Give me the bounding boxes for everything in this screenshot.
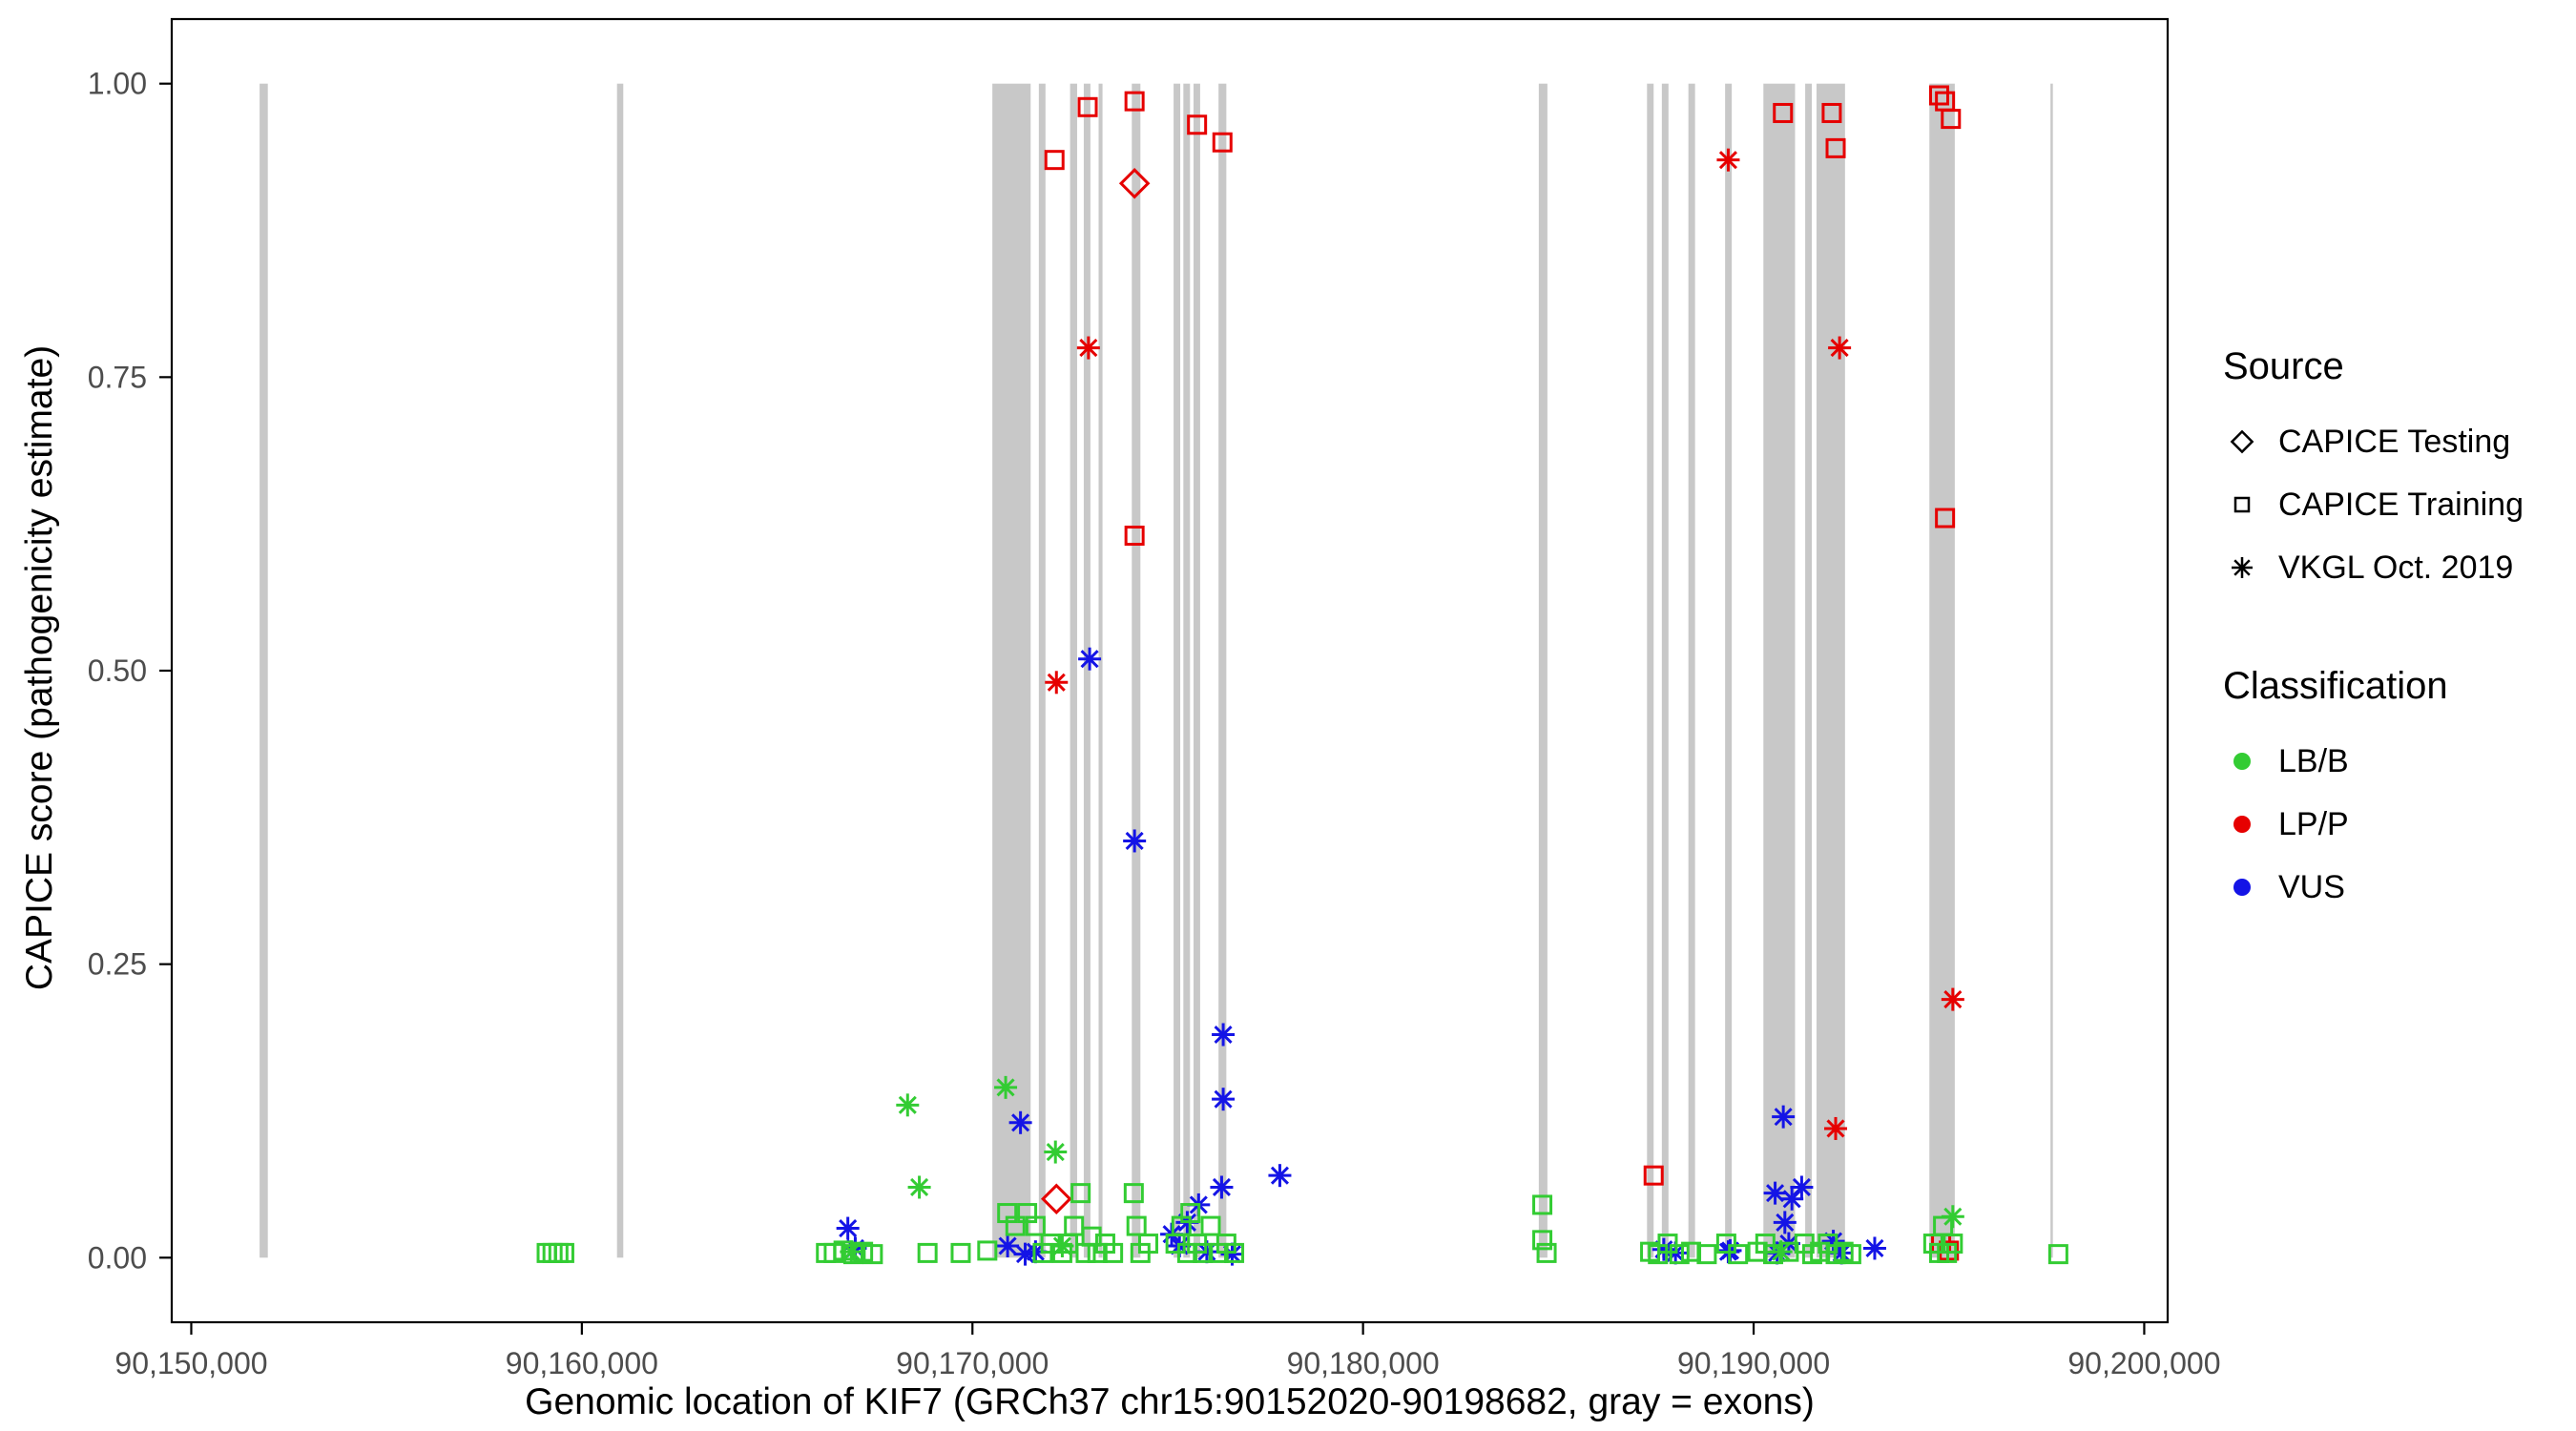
svg-text:0.00: 0.00 — [88, 1240, 147, 1275]
asterisk-icon — [2232, 557, 2253, 578]
svg-text:90,180,000: 90,180,000 — [1287, 1346, 1440, 1380]
lpp-dot-icon — [2233, 816, 2251, 833]
lbb-dot-icon — [2233, 753, 2251, 770]
legend-source-title: Source — [2223, 345, 2344, 387]
x-axis-title: Genomic location of KIF7 (GRCh37 chr15:9… — [525, 1381, 1815, 1422]
svg-text:90,190,000: 90,190,000 — [1677, 1346, 1830, 1380]
svg-text:0.50: 0.50 — [88, 653, 147, 688]
svg-text:0.25: 0.25 — [88, 947, 147, 982]
square-icon — [2233, 496, 2251, 513]
legend-label-vus: VUS — [2278, 868, 2345, 905]
legend-classification-section: Classification LB/B LP/P VUS — [2223, 665, 2524, 906]
legend-source-section: Source CAPICE Testing CAPICE Training — [2223, 345, 2524, 587]
legend-item-vus: VUS — [2223, 868, 2524, 906]
svg-text:90,160,000: 90,160,000 — [506, 1346, 658, 1380]
svg-text:1.00: 1.00 — [88, 67, 147, 101]
svg-text:0.75: 0.75 — [88, 360, 147, 394]
legend-label-vkgl: VKGL Oct. 2019 — [2278, 549, 2514, 586]
legend-label-lpp: LP/P — [2278, 805, 2349, 842]
plot-legend: Source CAPICE Testing CAPICE Training — [2223, 345, 2524, 931]
legend-item-lpp: LP/P — [2223, 805, 2524, 843]
legend-item-vkgl: VKGL Oct. 2019 — [2223, 549, 2524, 587]
legend-label-capice-training: CAPICE Training — [2278, 486, 2524, 523]
svg-text:90,170,000: 90,170,000 — [896, 1346, 1049, 1380]
legend-item-lbb: LB/B — [2223, 742, 2524, 780]
y-axis-title: CAPICE score (pathogenicity estimate) — [19, 344, 60, 991]
svg-text:90,200,000: 90,200,000 — [2067, 1346, 2220, 1380]
legend-label-capice-testing: CAPICE Testing — [2278, 423, 2511, 460]
vus-dot-icon — [2233, 879, 2251, 896]
legend-item-capice-training: CAPICE Training — [2223, 486, 2524, 524]
legend-item-capice-testing: CAPICE Testing — [2223, 423, 2524, 461]
legend-classification-title: Classification — [2223, 665, 2448, 707]
svg-text:90,150,000: 90,150,000 — [114, 1346, 267, 1380]
legend-label-lbb: LB/B — [2278, 742, 2349, 779]
diamond-icon — [2230, 429, 2254, 454]
